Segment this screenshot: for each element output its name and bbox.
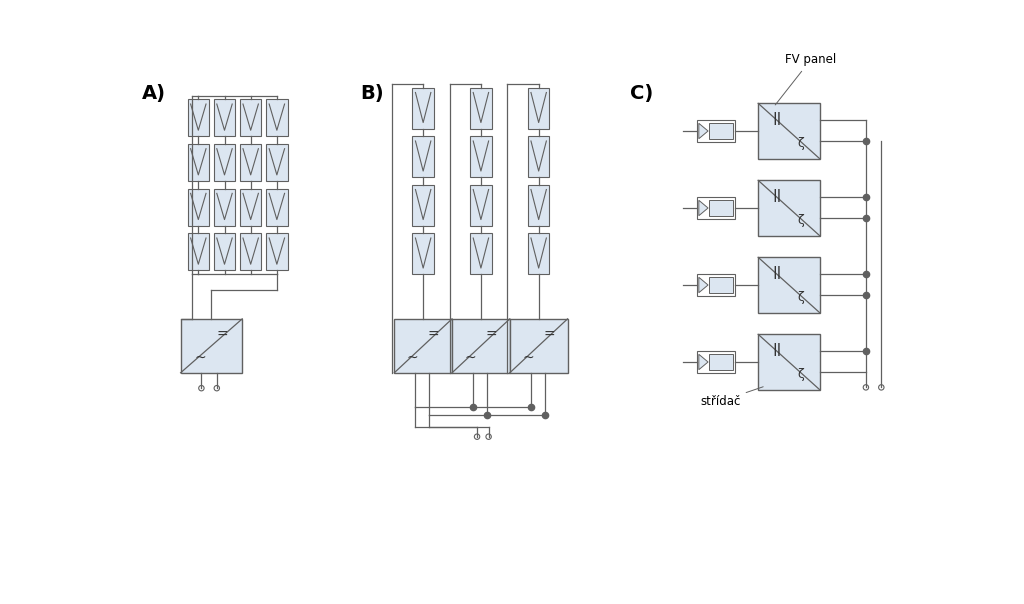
Text: ~: ~ [407,351,419,365]
Text: =: = [544,328,555,342]
Bar [413,88,434,129]
Bar [470,88,492,129]
Bar [470,137,492,177]
Text: A): A) [142,84,166,103]
Bar [696,274,735,296]
Text: =: = [217,328,228,342]
Text: =: = [428,328,439,342]
Bar [187,144,209,181]
Bar [452,319,510,373]
Bar [214,144,236,181]
Bar [413,137,434,177]
Text: ζ: ζ [798,137,805,150]
Bar [528,185,550,226]
Bar [709,199,733,216]
Text: ~: ~ [465,351,476,365]
Bar [528,233,550,274]
Bar [528,137,550,177]
Text: ζ: ζ [798,291,805,304]
Bar [413,185,434,226]
Text: =: = [485,328,497,342]
Bar [187,233,209,271]
Text: ζ: ζ [798,214,805,226]
Bar [709,353,733,370]
Text: ||: || [772,189,781,202]
Bar [470,233,492,274]
Bar [180,319,243,373]
Bar [510,319,567,373]
Bar [758,103,819,159]
Bar [696,351,735,373]
Bar [696,198,735,219]
Bar [758,257,819,313]
Bar [394,319,452,373]
Bar [709,277,733,294]
Polygon shape [698,277,708,293]
Bar [187,188,209,226]
Bar [214,100,236,137]
Bar [240,100,261,137]
Bar [266,144,288,181]
Bar [528,88,550,129]
Polygon shape [698,201,708,216]
Text: FV panel: FV panel [775,53,837,105]
Bar [266,100,288,137]
Bar [413,233,434,274]
Bar [214,188,236,226]
Polygon shape [698,123,708,139]
Bar [470,185,492,226]
Text: ||: || [772,343,781,356]
Bar [709,123,733,140]
Bar [266,188,288,226]
Text: C): C) [630,84,652,103]
Polygon shape [698,355,708,370]
Text: střídač: střídač [700,387,763,408]
Bar [266,233,288,271]
Bar [696,120,735,142]
Text: ~: ~ [522,351,535,365]
Text: ~: ~ [195,351,206,365]
Bar [214,233,236,271]
Bar [187,100,209,137]
Bar [758,180,819,236]
Text: B): B) [360,84,384,103]
Text: ||: || [772,266,781,279]
Text: ||: || [772,112,781,125]
Bar [758,334,819,390]
Bar [240,233,261,271]
Bar [240,144,261,181]
Text: ζ: ζ [798,368,805,381]
Bar [240,188,261,226]
